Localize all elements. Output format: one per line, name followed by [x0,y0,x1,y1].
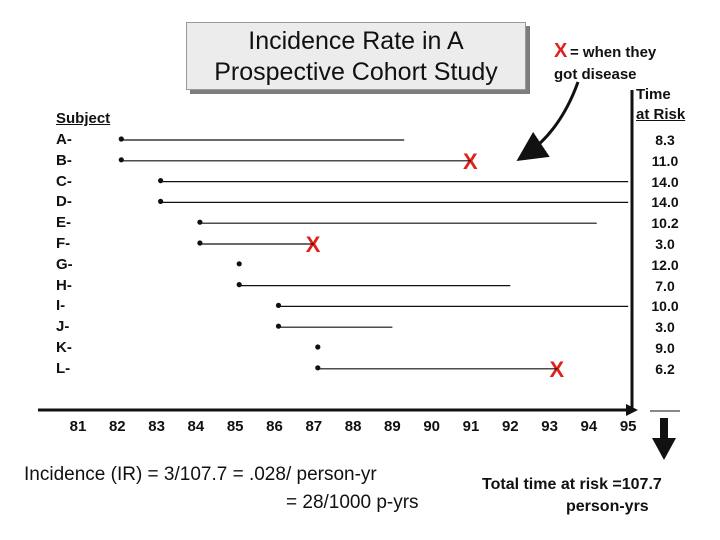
time-at-risk-value: 6.2 [655,360,675,377]
entry-dot [275,302,282,308]
axis-tick-label: 81 [69,418,87,435]
subject-label: E- [56,214,71,232]
subject-label: G- [56,255,73,273]
total-time-at-risk: Total time at risk =107.7 [482,476,662,493]
entry-dot [275,323,282,329]
subject-label: B- [56,151,72,169]
time-header: Time [636,86,671,103]
axis-tick-label: 84 [187,418,205,435]
axis-tick-label: 83 [148,418,165,435]
subject-label: C- [56,172,72,190]
down-arrow-shaft [660,418,668,438]
at-risk-header: at Risk [636,106,686,123]
axis-tick-label: 93 [541,418,558,435]
axis-tick-label: 86 [266,418,283,435]
time-at-risk-value: 12.0 [651,256,679,273]
subject-label: L- [56,359,71,377]
axis-tick-label: 82 [108,418,126,435]
axis-tick-label: 88 [344,418,362,435]
axis-tick-label: 89 [384,418,401,435]
title-box: Incidence Rate in A Prospective Cohort S… [186,22,526,90]
incidence-per-1000: = 28/1000 p-yrs [286,492,419,513]
entry-dot [315,344,321,350]
legend-arrow [516,81,580,161]
subject-label: H- [56,276,72,294]
subject-label: F- [56,235,71,252]
entry-dot [236,261,242,267]
time-at-risk-value: 14.0 [651,173,679,190]
axis-tick-label: 95 [619,418,637,435]
entry-dot [236,282,242,288]
time-at-risk-value: 7.0 [655,277,675,294]
legend-text-2: got disease [554,66,637,83]
subject-header: Subject [56,110,111,127]
time-at-risk-value: 14.0 [651,194,679,211]
subject-label: J- [56,318,70,336]
time-axis-arrowhead [626,404,638,416]
entry-dot [315,365,321,371]
axis-tick-label: 92 [501,418,519,435]
legend-text-1: = when they [570,44,657,61]
entry-dot [158,178,164,184]
axis-tick-label: 87 [305,418,323,435]
time-at-risk-value: 10.2 [651,215,679,232]
title-line-2: Prospective Cohort Study [214,58,498,86]
total-unit: person-yrs [566,498,649,515]
down-arrow-icon [652,438,676,460]
subject-label: K- [56,339,72,356]
time-at-risk-value: 10.0 [651,298,679,315]
title-line-1: Incidence Rate in A [248,27,464,55]
subject-label: I- [56,297,66,315]
subject-label: D- [56,193,72,211]
time-at-risk-value: 8.3 [655,132,675,148]
subject-label: A- [56,131,72,148]
axis-tick-label: 90 [423,418,441,435]
entry-dot [197,240,203,246]
axis-tick-label: 94 [580,418,598,435]
time-at-risk-value: 9.0 [655,340,675,356]
time-at-risk-value: 11.0 [651,152,679,169]
axis-tick-label: 85 [226,418,244,435]
entry-dot [118,157,124,163]
time-at-risk-value: 3.0 [655,319,675,336]
entry-dot [197,219,203,225]
legend-x-marker: X [554,40,568,62]
incidence-formula: Incidence (IR) = 3/107.7 = .028/ person-… [24,464,377,485]
axis-tick-label: 91 [462,418,480,435]
entry-dot [118,136,124,142]
time-at-risk-value: 3.0 [655,236,675,252]
entry-dot [158,198,164,204]
